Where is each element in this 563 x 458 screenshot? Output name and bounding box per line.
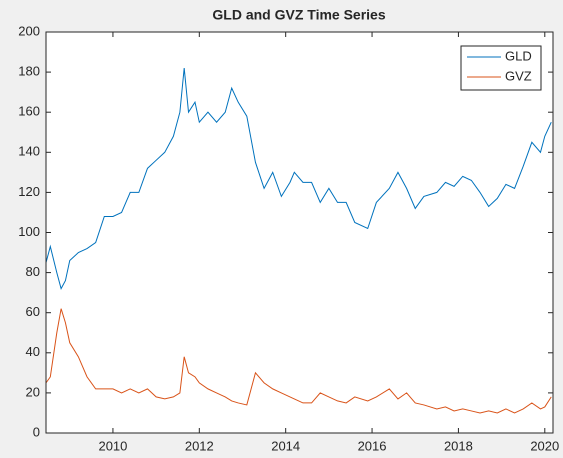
x-tick-label: 2018 <box>444 438 473 453</box>
y-tick-label: 20 <box>26 384 40 399</box>
y-tick-label: 100 <box>18 224 40 239</box>
legend-label: GLD <box>505 48 532 63</box>
y-tick-label: 140 <box>18 144 40 159</box>
y-tick-label: 120 <box>18 184 40 199</box>
y-tick-label: 60 <box>26 304 40 319</box>
series-line <box>46 308 552 414</box>
y-tick-label: 180 <box>18 64 40 79</box>
y-tick-label: 200 <box>18 23 40 38</box>
y-tick-label: 0 <box>33 424 40 439</box>
y-tick-label: 160 <box>18 104 40 119</box>
plot-area <box>46 32 553 433</box>
x-tick-label: 2012 <box>185 438 214 453</box>
y-tick-label: 80 <box>26 264 40 279</box>
y-tick-label: 40 <box>26 344 40 359</box>
x-tick-label: 2014 <box>271 438 300 453</box>
legend-box <box>460 45 542 91</box>
series-line <box>46 68 552 290</box>
legend-label: GVZ <box>505 68 532 83</box>
chart-title: GLD and GVZ Time Series <box>212 7 385 23</box>
x-tick-label: 2020 <box>530 438 559 453</box>
x-tick-label: 2016 <box>358 438 387 453</box>
axes-box <box>45 31 554 434</box>
x-tick-label: 2010 <box>98 438 127 453</box>
